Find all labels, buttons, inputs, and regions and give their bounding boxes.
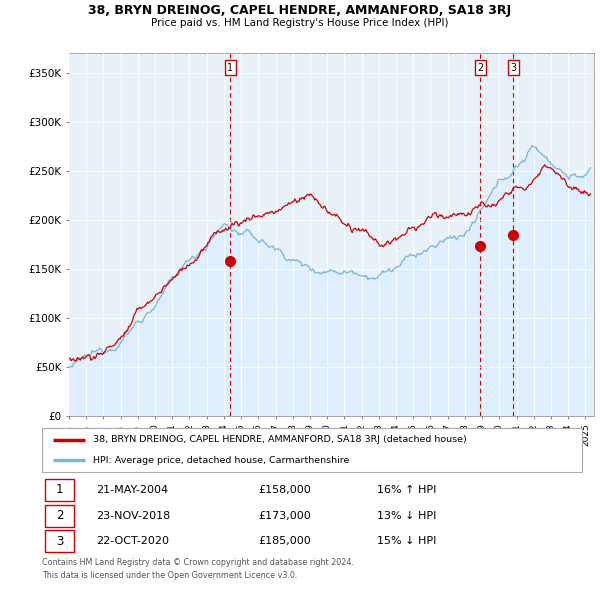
Text: 3: 3: [56, 535, 63, 548]
Text: 16% ↑ HPI: 16% ↑ HPI: [377, 485, 436, 495]
FancyBboxPatch shape: [45, 479, 74, 501]
Text: 13% ↓ HPI: 13% ↓ HPI: [377, 511, 436, 520]
Text: HPI: Average price, detached house, Carmarthenshire: HPI: Average price, detached house, Carm…: [94, 455, 350, 464]
Text: 23-NOV-2018: 23-NOV-2018: [96, 511, 170, 520]
Text: 1: 1: [227, 63, 233, 73]
Text: 2: 2: [56, 509, 64, 522]
Text: 3: 3: [510, 63, 516, 73]
Text: 22-OCT-2020: 22-OCT-2020: [96, 536, 169, 546]
Text: 15% ↓ HPI: 15% ↓ HPI: [377, 536, 436, 546]
Text: £185,000: £185,000: [258, 536, 311, 546]
Text: 1: 1: [56, 483, 64, 496]
Text: £158,000: £158,000: [258, 485, 311, 495]
Text: 21-MAY-2004: 21-MAY-2004: [96, 485, 168, 495]
FancyBboxPatch shape: [42, 428, 582, 472]
Text: 2: 2: [477, 63, 484, 73]
FancyBboxPatch shape: [45, 505, 74, 526]
Text: Contains HM Land Registry data © Crown copyright and database right 2024.: Contains HM Land Registry data © Crown c…: [42, 558, 354, 566]
Text: £173,000: £173,000: [258, 511, 311, 520]
Text: This data is licensed under the Open Government Licence v3.0.: This data is licensed under the Open Gov…: [42, 571, 298, 579]
Text: 38, BRYN DREINOG, CAPEL HENDRE, AMMANFORD, SA18 3RJ (detached house): 38, BRYN DREINOG, CAPEL HENDRE, AMMANFOR…: [94, 435, 467, 444]
FancyBboxPatch shape: [45, 530, 74, 552]
Text: Price paid vs. HM Land Registry's House Price Index (HPI): Price paid vs. HM Land Registry's House …: [151, 18, 449, 28]
Text: 38, BRYN DREINOG, CAPEL HENDRE, AMMANFORD, SA18 3RJ: 38, BRYN DREINOG, CAPEL HENDRE, AMMANFOR…: [88, 4, 512, 17]
